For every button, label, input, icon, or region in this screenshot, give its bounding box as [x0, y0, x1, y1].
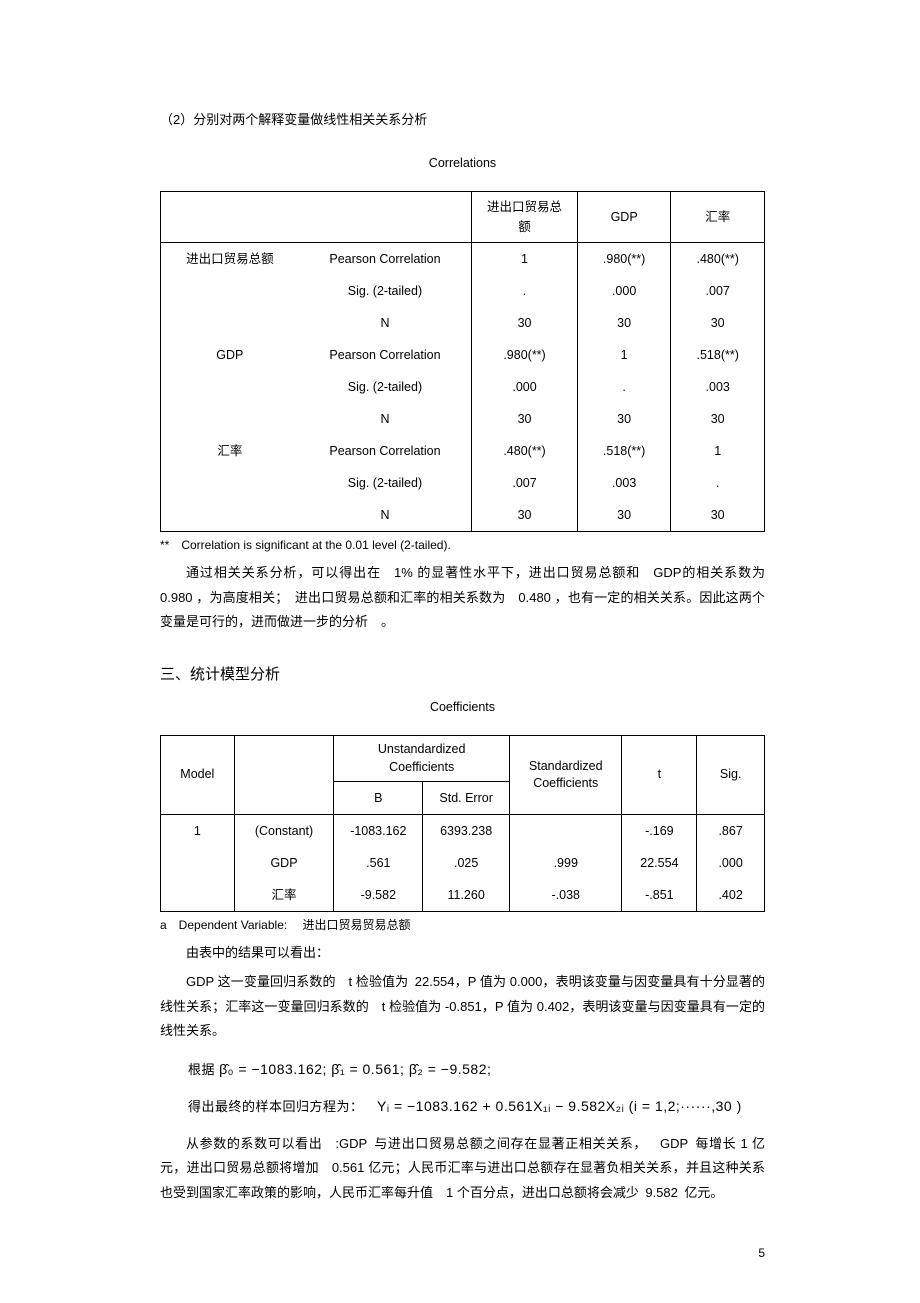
coefficients-title: Coefficients: [160, 697, 765, 717]
correlations-table: 进出口贸易总额GDP汇率进出口贸易总额Pearson Correlation1.…: [160, 191, 765, 532]
paragraph-3: GDP 这一变量回归系数的 t 检验值为 22.554，P 值为 0.000，表…: [160, 970, 765, 1044]
heading-model-analysis: 三、统计模型分析: [160, 663, 765, 687]
regression-equation: 得出最终的样本回归方程为： Yᵢ = −1083.162 + 0.561X₁ᵢ …: [188, 1095, 765, 1118]
coefficients-footnote: a Dependent Variable: 进出口贸易贸易总额: [160, 916, 765, 935]
page-number: 5: [758, 1244, 765, 1263]
paragraph-1: 通过相关关系分析，可以得出在 1% 的显著性水平下，进出口贸易总额和 GDP的相…: [160, 561, 765, 635]
coefficients-table: ModelUnstandardized CoefficientsStandard…: [160, 735, 765, 912]
beta-formula: 根据 β̂₀ = −1083.162; β̂₁ = 0.561; β̂₂ = −…: [188, 1058, 765, 1081]
paragraph-4: 从参数的系数可以看出 :GDP 与进出口贸易总额之间存在显著正相关关系， GDP…: [160, 1132, 765, 1206]
correlations-title: Correlations: [160, 153, 765, 173]
correlations-footnote: ** Correlation is significant at the 0.0…: [160, 536, 765, 555]
paragraph-2: 由表中的结果可以看出：: [160, 941, 765, 966]
section-heading: （2）分别对两个解释变量做线性相关关系分析: [160, 110, 765, 131]
